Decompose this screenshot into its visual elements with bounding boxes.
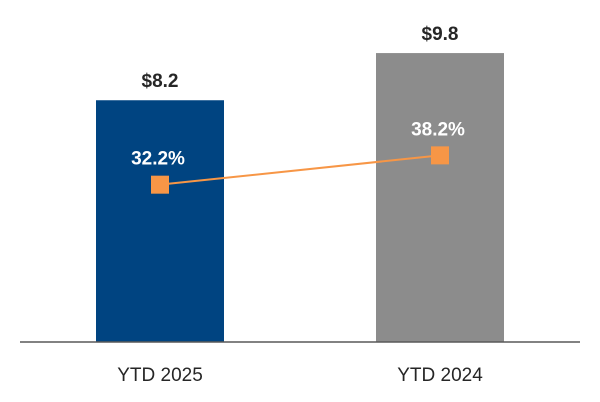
bar-value-label: $9.8 (422, 24, 459, 45)
x-tick-label: YTD 2024 (397, 365, 483, 386)
percentage-marker (431, 146, 449, 165)
percentage-data-label: 38.2% (411, 119, 465, 140)
labels-layer: $8.2 YTD 2025 $9.8 YTD 2024 32.2% 38.2% (117, 24, 483, 386)
percentage-line-layer (151, 146, 449, 194)
bar-value-label: $8.2 (142, 71, 179, 92)
percentage-marker (151, 175, 169, 194)
bar-ytd-2024 (376, 53, 504, 342)
percentage-data-label: 32.2% (131, 149, 185, 170)
x-tick-label: YTD 2025 (117, 365, 203, 386)
percentage-series-line (159, 154, 441, 186)
bars-layer (96, 53, 504, 342)
bar-ytd-2025 (96, 100, 224, 342)
